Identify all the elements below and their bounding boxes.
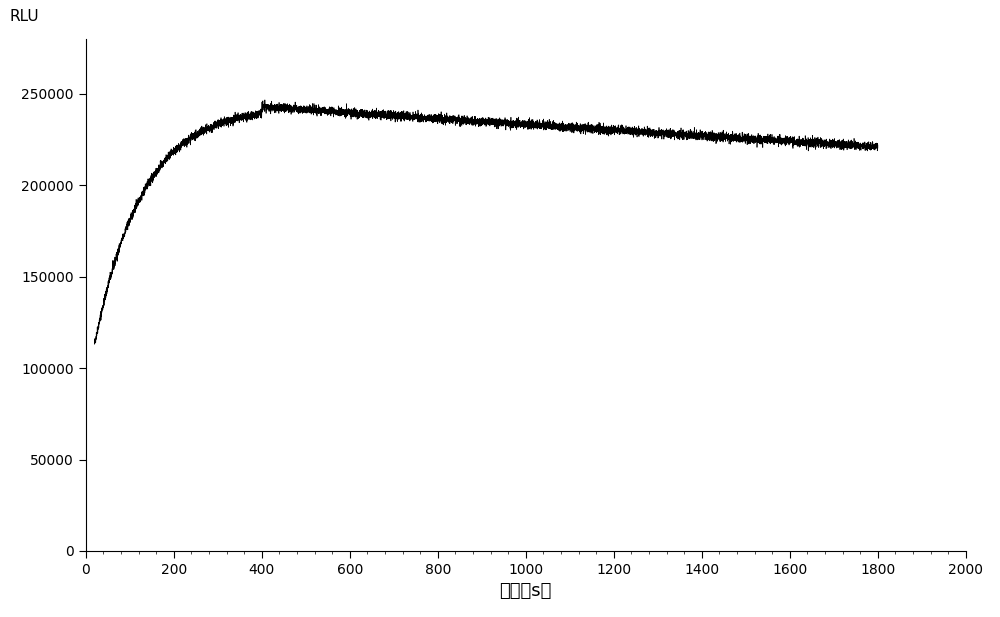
X-axis label: 时间（s）: 时间（s）	[500, 582, 552, 600]
Y-axis label: RLU: RLU	[9, 9, 39, 23]
